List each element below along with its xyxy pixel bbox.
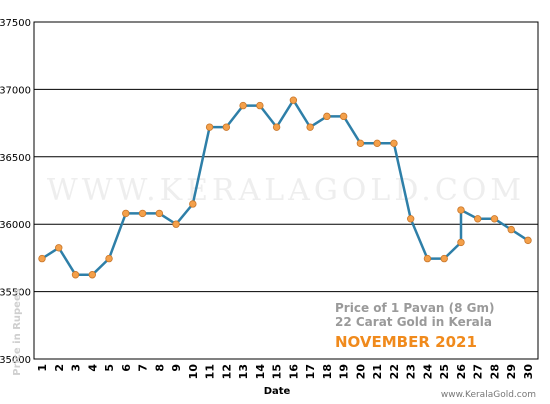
x-tick-label: 18 bbox=[321, 364, 334, 379]
x-tick-label: 30 bbox=[522, 364, 535, 380]
annotation-line-2: 22 Carat Gold in Kerala bbox=[335, 315, 492, 329]
x-tick-label: 25 bbox=[438, 364, 451, 379]
x-tick-label: 12 bbox=[220, 364, 233, 379]
x-tick-label: 21 bbox=[371, 364, 384, 379]
x-axis-label: Date bbox=[264, 386, 291, 397]
x-tick-label: 23 bbox=[405, 364, 418, 379]
x-tick-label: 24 bbox=[421, 364, 434, 380]
data-point bbox=[373, 139, 381, 148]
x-tick-label: 1 bbox=[36, 364, 49, 372]
data-point bbox=[189, 200, 197, 208]
data-point bbox=[457, 206, 465, 214]
x-tick-label: 8 bbox=[153, 364, 166, 372]
data-point bbox=[222, 123, 231, 131]
y-axis-label: Price in Rupees bbox=[12, 288, 23, 375]
data-point bbox=[323, 112, 331, 121]
y-tick-label: 35500 bbox=[0, 288, 31, 299]
data-point bbox=[138, 209, 147, 218]
data-point bbox=[289, 96, 298, 104]
data-point bbox=[88, 271, 96, 279]
x-tick-label: 13 bbox=[237, 364, 250, 379]
x-tick-label: 2 bbox=[53, 364, 66, 372]
y-tick-label: 36000 bbox=[0, 220, 31, 231]
data-point bbox=[239, 101, 247, 110]
y-tick-label: 37000 bbox=[0, 85, 31, 96]
x-tick-label: 26 bbox=[455, 364, 468, 380]
credit: www.KeralaGold.com bbox=[441, 390, 536, 400]
x-tick-label: 20 bbox=[354, 364, 367, 380]
x-tick-label: 7 bbox=[137, 364, 150, 372]
data-point bbox=[71, 271, 80, 279]
watermark: WWW.KERALAGOLD.COM bbox=[47, 173, 525, 208]
data-point bbox=[490, 215, 499, 223]
x-tick-label: 17 bbox=[304, 364, 317, 379]
data-point bbox=[474, 215, 482, 223]
data-point bbox=[339, 112, 348, 121]
x-tick-label: 4 bbox=[86, 364, 99, 372]
data-point bbox=[406, 215, 415, 223]
x-tick-label: 27 bbox=[472, 364, 485, 379]
data-point bbox=[356, 139, 365, 148]
x-tick-label: 11 bbox=[204, 364, 217, 379]
x-tick-label: 5 bbox=[103, 364, 116, 372]
data-point bbox=[457, 238, 465, 247]
x-tick-label: 29 bbox=[505, 364, 518, 379]
data-point bbox=[440, 254, 448, 263]
y-tick-label: 35000 bbox=[0, 355, 31, 366]
data-point bbox=[205, 123, 214, 131]
y-tick-label: 37500 bbox=[0, 18, 31, 29]
data-point bbox=[306, 123, 314, 131]
x-tick-label: 28 bbox=[488, 364, 501, 379]
data-point bbox=[172, 220, 180, 228]
data-point bbox=[256, 101, 264, 110]
data-point bbox=[122, 209, 130, 218]
data-point bbox=[390, 139, 398, 148]
x-tick-label: 16 bbox=[287, 364, 300, 380]
x-tick-label: 3 bbox=[70, 364, 83, 372]
plot-area bbox=[33, 21, 539, 360]
x-tick-label: 6 bbox=[120, 364, 133, 372]
x-tick-label: 10 bbox=[187, 364, 200, 380]
data-point bbox=[105, 254, 113, 263]
y-tick-label: 36500 bbox=[0, 153, 31, 164]
x-tick-label: 14 bbox=[254, 364, 267, 380]
data-point bbox=[272, 123, 281, 131]
x-tick-label: 19 bbox=[338, 364, 351, 379]
data-point bbox=[155, 209, 164, 218]
data-point bbox=[524, 236, 532, 245]
data-point bbox=[507, 225, 515, 234]
x-tick-label: 22 bbox=[388, 364, 401, 379]
data-point bbox=[55, 244, 63, 252]
data-point bbox=[38, 254, 46, 263]
x-tick-label: 9 bbox=[170, 364, 183, 372]
data-point bbox=[423, 254, 432, 263]
x-tick-label: 15 bbox=[271, 364, 284, 379]
annotation-month: NOVEMBER 2021 bbox=[335, 333, 477, 351]
annotation-line-1: Price of 1 Pavan (8 Gm) bbox=[335, 301, 495, 315]
